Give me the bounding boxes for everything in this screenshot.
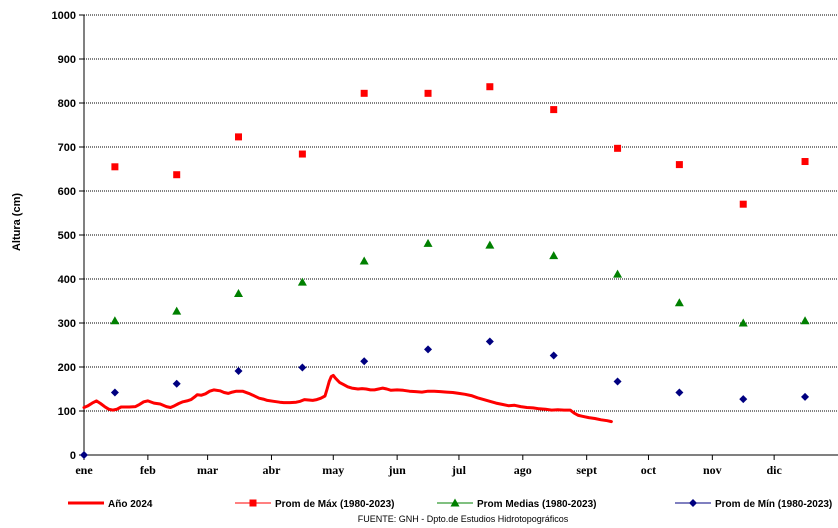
x-tick-label: feb xyxy=(140,463,156,477)
x-tick-label: jul xyxy=(451,463,467,477)
square-marker xyxy=(298,150,306,158)
triangle-marker xyxy=(613,269,623,278)
square-marker xyxy=(424,89,432,97)
square-marker xyxy=(173,171,181,179)
diamond-marker xyxy=(485,337,494,346)
diamond-marker xyxy=(172,379,181,388)
x-tick-label: ago xyxy=(514,463,532,477)
y-tick-label: 400 xyxy=(58,274,76,286)
y-tick-label: 700 xyxy=(58,142,76,154)
diamond-marker xyxy=(801,392,810,401)
triangle-marker xyxy=(485,240,495,249)
legend-item: Prom de Máx (1980-2023) xyxy=(235,499,395,510)
square-marker xyxy=(111,163,119,171)
triangle-marker xyxy=(172,306,182,315)
series xyxy=(80,83,810,459)
grid-lines xyxy=(84,14,838,412)
x-tick-label: nov xyxy=(703,463,722,477)
diamond-marker xyxy=(424,345,433,354)
diamond-marker xyxy=(739,395,748,404)
x-tick-label: mar xyxy=(197,463,219,477)
source-note: FUENTE: GNH - Dpto.de Estudios Hidrotopo… xyxy=(358,514,569,524)
data-line xyxy=(82,373,613,424)
legend-item: Prom Medias (1980-2023) xyxy=(437,498,597,510)
diamond-marker xyxy=(689,499,697,507)
square-marker xyxy=(614,144,622,152)
legend: Año 2024 Prom de Máx (1980-2023) Prom Medi… xyxy=(68,498,832,510)
diamond-marker xyxy=(675,388,684,397)
x-tick-label: oct xyxy=(641,463,656,477)
x-tick-label: may xyxy=(322,463,344,477)
diamond-marker xyxy=(549,351,558,360)
diamond-marker xyxy=(298,363,307,372)
triangle-marker xyxy=(297,277,307,286)
triangle-marker xyxy=(423,238,433,247)
square-marker xyxy=(235,133,243,141)
triangle-marker xyxy=(110,316,120,325)
axes: 0 100 200 300 400 500 600 700 800 900 1000 ene feb ma… xyxy=(52,10,838,477)
legend-item: Año 2024 xyxy=(68,499,153,510)
series-line xyxy=(82,373,613,424)
legend-label: Prom Medias (1980-2023) xyxy=(477,499,597,510)
triangle-marker xyxy=(234,289,244,298)
square-marker xyxy=(486,83,494,91)
diamond-marker xyxy=(360,357,369,366)
square-marker xyxy=(739,200,747,208)
legend-item: Prom de Mín (1980-2023) xyxy=(675,499,832,510)
series-triangle xyxy=(110,238,810,327)
x-tick-label: dic xyxy=(766,463,782,477)
square-marker xyxy=(550,106,558,114)
diamond-marker xyxy=(234,366,243,375)
y-tick-label: 1000 xyxy=(52,10,76,22)
triangle-marker xyxy=(359,256,369,265)
triangle-marker xyxy=(800,316,810,325)
triangle-marker xyxy=(674,298,684,307)
y-axis-title: Altura (cm) xyxy=(11,193,23,251)
square-marker xyxy=(360,89,368,97)
y-tick-label: 200 xyxy=(58,362,76,374)
series-diamond xyxy=(80,337,810,459)
y-tick-label: 900 xyxy=(58,54,76,66)
y-tick-label: 0 xyxy=(70,450,76,462)
x-tick-label: jun xyxy=(387,463,406,477)
y-tick-label: 100 xyxy=(58,406,76,418)
series-square xyxy=(111,83,809,208)
y-tick-label: 800 xyxy=(58,98,76,110)
legend-label: Año 2024 xyxy=(108,499,153,510)
y-tick-label: 300 xyxy=(58,318,76,330)
triangle-marker xyxy=(450,498,460,507)
x-tick-label: sept xyxy=(576,463,597,477)
x-tick-label: abr xyxy=(262,463,281,477)
square-marker xyxy=(249,499,257,507)
y-tick-label: 500 xyxy=(58,230,76,242)
triangle-marker xyxy=(738,318,748,327)
square-marker xyxy=(675,161,683,169)
diamond-marker xyxy=(110,388,119,397)
triangle-marker xyxy=(549,251,559,260)
diamond-marker xyxy=(80,451,88,459)
y-tick-label: 600 xyxy=(58,186,76,198)
diamond-marker xyxy=(613,377,622,386)
square-marker xyxy=(801,158,809,166)
x-tick-label: ene xyxy=(75,463,93,477)
legend-label: Prom de Máx (1980-2023) xyxy=(275,499,395,510)
legend-label: Prom de Mín (1980-2023) xyxy=(715,499,832,510)
